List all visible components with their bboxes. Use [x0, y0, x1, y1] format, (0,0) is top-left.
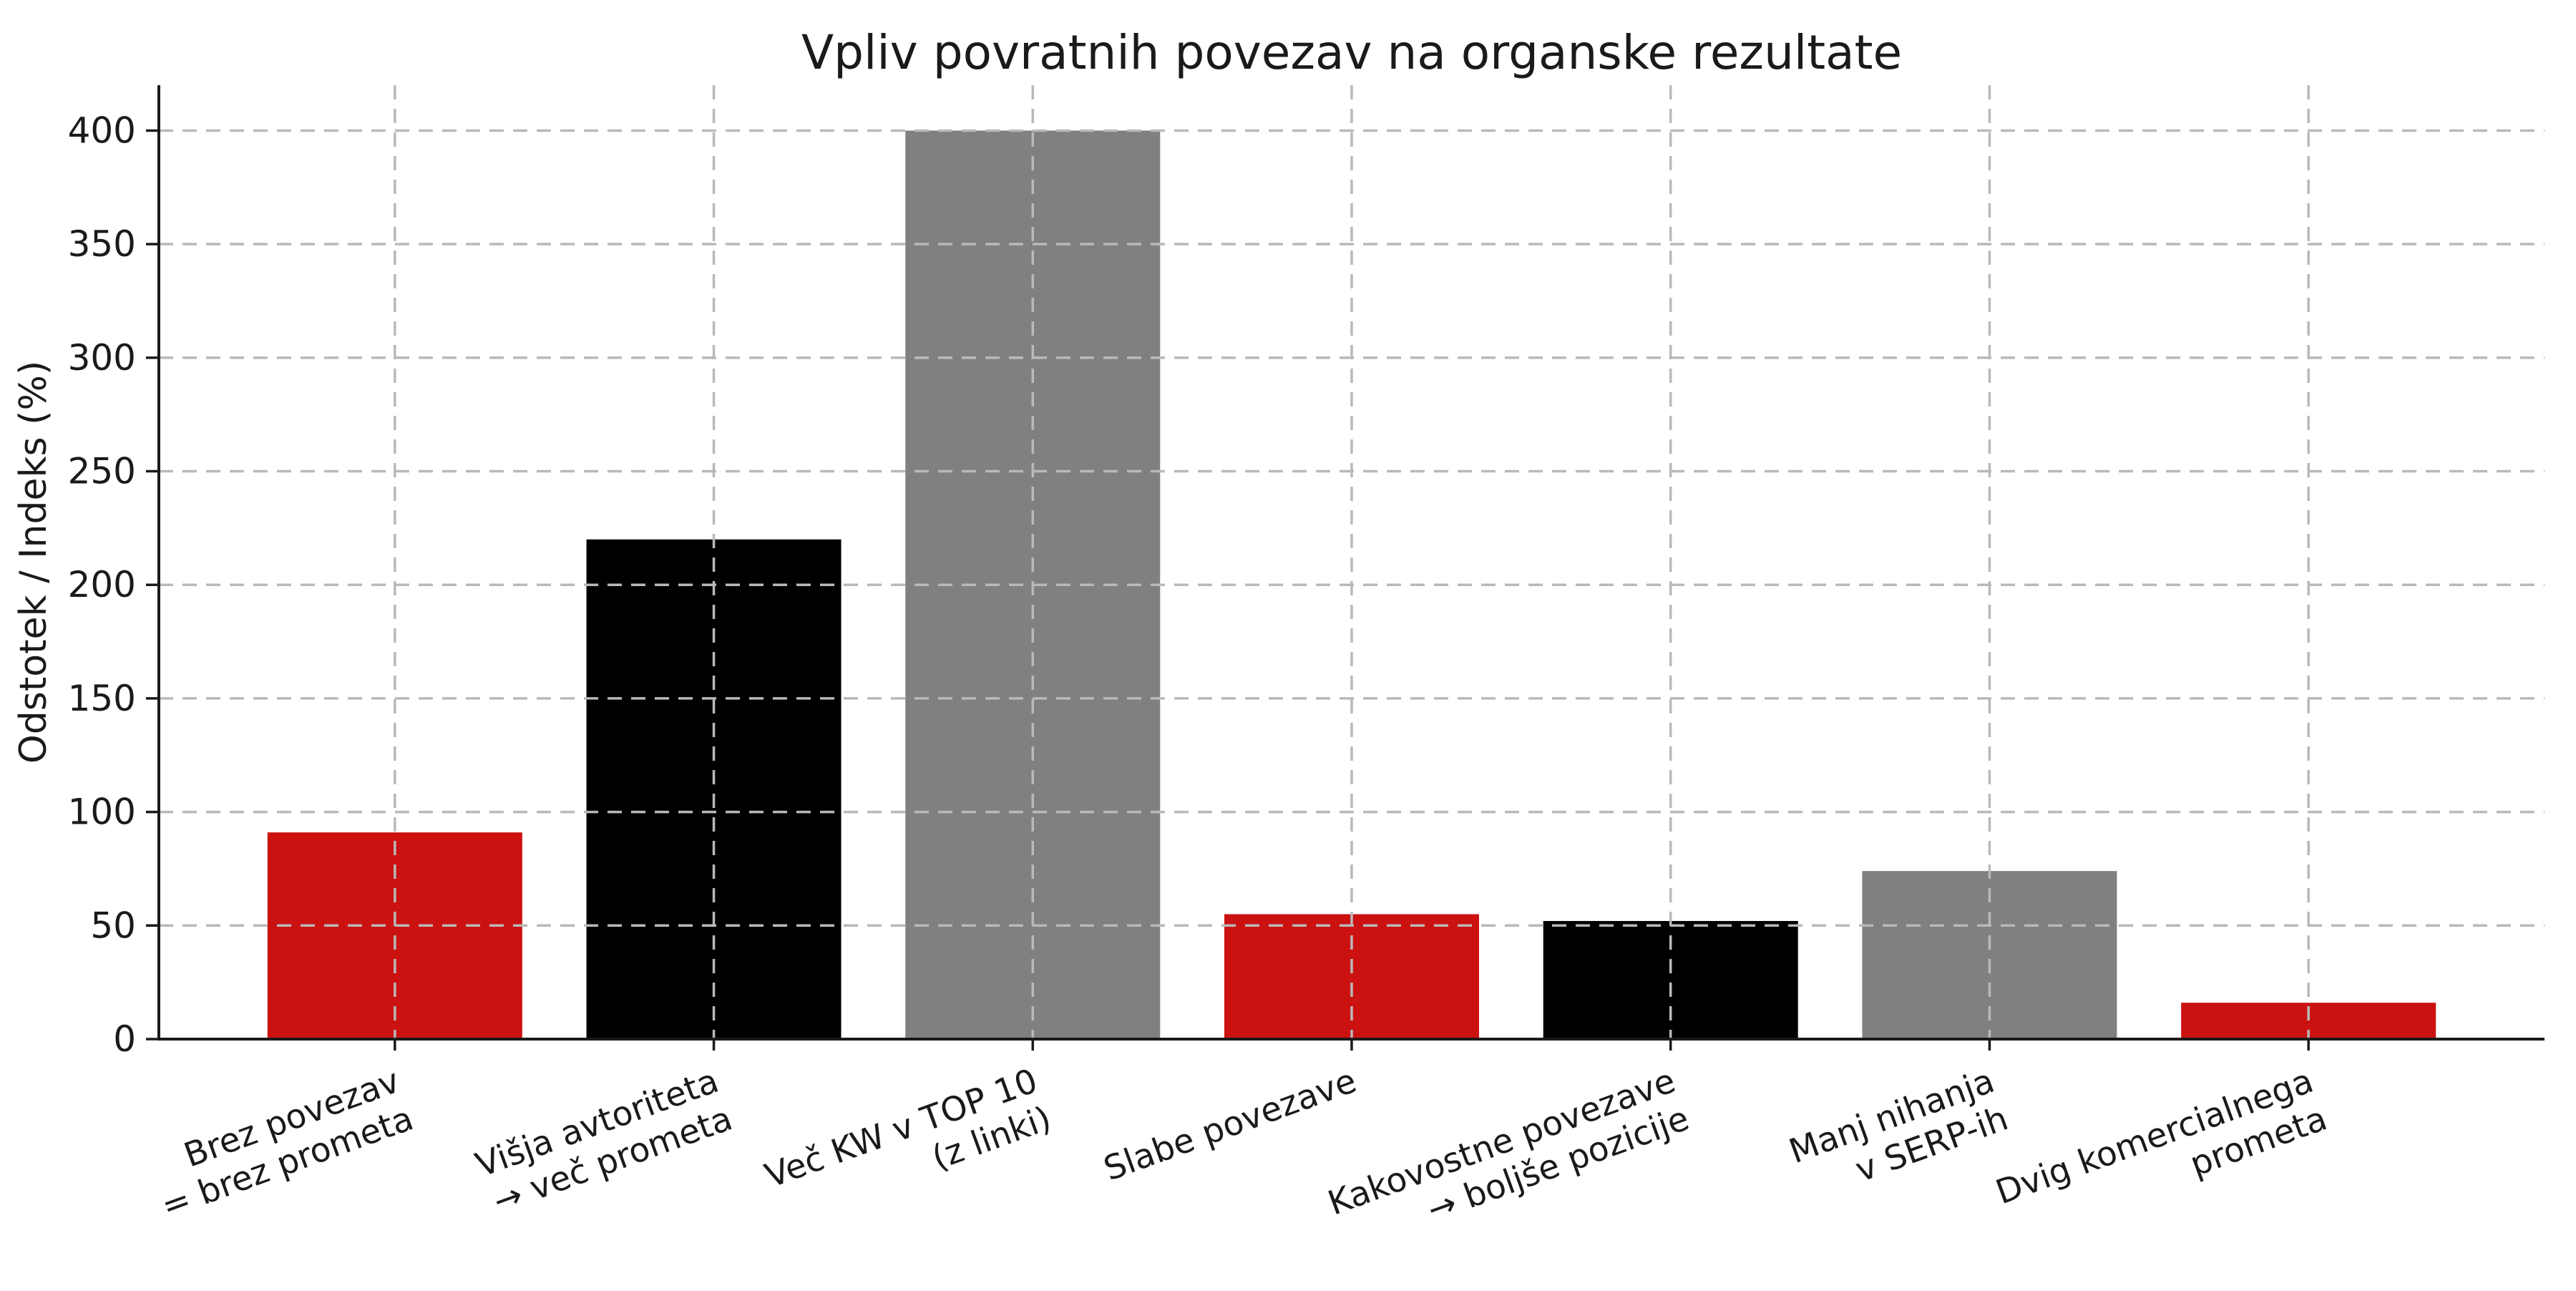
x-tick-label-group: Dvig komercialnegaprometa [1991, 1061, 2332, 1250]
y-axis-label: Odstotek / Indeks (%) [12, 361, 55, 764]
x-tick-label-group: Višja avtoriteta→ več prometa [471, 1061, 738, 1223]
x-tick-label-group: Manj nihanjav SERP-ih [1784, 1061, 2013, 1209]
x-tick-label-group: Kakovostne povezave→ boljše pozicije [1323, 1061, 1694, 1261]
bar [586, 539, 841, 1039]
x-tick-label-group: Več KW v TOP 10(z linki) [760, 1061, 1056, 1234]
x-tick-label: Slabe povezave [1098, 1061, 1361, 1189]
x-tick-label: Manj nihanjav SERP-ih [1784, 1061, 2013, 1209]
y-tick-label: 300 [68, 337, 136, 379]
x-tick-label: Brez povezav= brez prometa [142, 1061, 418, 1227]
y-tick-label: 200 [68, 564, 136, 605]
x-tick-label: Kakovostne povezave→ boljše pozicije [1323, 1061, 1694, 1261]
x-tick-label: Dvig komercialnegaprometa [1991, 1061, 2332, 1250]
chart-title: Vpliv povratnih povezav na organske rezu… [801, 25, 1902, 80]
y-tick-label: 0 [113, 1018, 136, 1060]
x-tick-label: Višja avtoriteta→ več prometa [471, 1061, 738, 1223]
y-tick-label: 150 [68, 678, 136, 719]
y-tick-label: 250 [68, 451, 136, 492]
y-tick-label: 400 [68, 109, 136, 151]
x-tick-label-group: Slabe povezave [1098, 1061, 1361, 1189]
x-tick-label: Več KW v TOP 10(z linki) [760, 1061, 1056, 1234]
y-tick-label: 50 [90, 905, 136, 946]
y-tick-label: 100 [68, 791, 136, 833]
x-tick-label-group: Brez povezav= brez prometa [142, 1061, 419, 1227]
y-tick-label: 350 [68, 223, 136, 265]
